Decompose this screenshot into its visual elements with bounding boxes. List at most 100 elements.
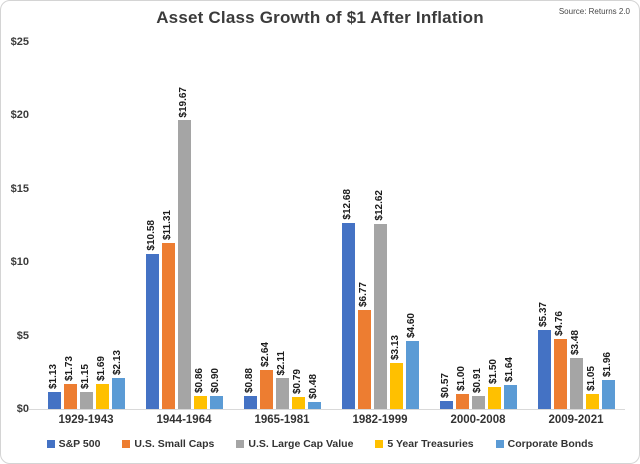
- bar-value-label: $19.67: [178, 86, 189, 118]
- bar: [585, 393, 599, 409]
- y-tick-label: $25: [10, 36, 29, 48]
- bar: [455, 394, 469, 409]
- bar-value-label: $3.13: [390, 335, 401, 361]
- bar: [79, 392, 93, 409]
- legend-marker-icon: [375, 440, 384, 448]
- bar-value-label: $0.48: [308, 373, 319, 399]
- bar-slot: $5.37: [537, 302, 551, 409]
- plot-area: $1.13 $1.73 $1.15 $1.69 $2.13 $10.58 $11.31 $19…: [37, 42, 625, 409]
- bar: [275, 378, 289, 409]
- source-label: Source: Returns 2.0: [558, 7, 630, 16]
- bar-slot: $1.05: [585, 365, 599, 409]
- y-tick-label: $15: [10, 182, 29, 195]
- bar-slot: $0.86: [193, 368, 207, 409]
- y-tick-label: $0: [16, 403, 29, 415]
- bar: [209, 395, 223, 409]
- category-label: 1982-1999: [352, 414, 408, 426]
- bar-value-label: $1.73: [64, 355, 75, 381]
- bar: [259, 370, 273, 409]
- y-tick-label: $10: [10, 256, 29, 269]
- bar-slot: $12.68: [341, 189, 355, 409]
- bar: [487, 386, 501, 409]
- bar-slot: $3.48: [569, 330, 583, 409]
- bar: [537, 330, 551, 409]
- bar: [307, 401, 321, 409]
- bar-slot: $19.67: [177, 86, 191, 409]
- bar-value-label: $12.62: [374, 190, 385, 221]
- legend-item: S&P 500: [46, 438, 101, 450]
- bar: [357, 309, 371, 409]
- bar-value-label: $11.31: [162, 209, 173, 240]
- bar-slot: $4.60: [405, 313, 419, 409]
- bar-slot: $1.00: [455, 366, 469, 409]
- bar-slot: $2.64: [259, 342, 273, 409]
- bar: [405, 341, 419, 409]
- legend-item: U.S. Large Cap Value: [236, 438, 353, 450]
- bar-value-label: $5.37: [538, 302, 549, 328]
- legend-label: U.S. Small Caps: [134, 438, 215, 450]
- bar-value-label: $1.96: [602, 352, 613, 378]
- bar-slot: $0.88: [243, 368, 257, 409]
- legend-label: S&P 500: [58, 438, 101, 450]
- bar-slot: $0.91: [471, 367, 485, 409]
- bar-value-label: $2.13: [112, 349, 123, 375]
- bar: [291, 397, 305, 409]
- bar-slot: $0.79: [291, 369, 305, 409]
- x-axis: 1929-1943 1944-1964 1965-1981 1982-1999 2000…: [37, 414, 625, 426]
- legend-marker-icon: [46, 440, 55, 448]
- bar-value-label: $12.68: [342, 189, 353, 220]
- legend-label: U.S. Large Cap Value: [248, 438, 354, 450]
- bar-value-label: $4.60: [406, 313, 417, 339]
- bar: [471, 395, 485, 409]
- x-axis-line: [29, 409, 625, 410]
- legend-label: Corporate Bonds: [507, 438, 594, 450]
- bar-slot: $1.73: [63, 355, 77, 409]
- bar-slot: $10.58: [145, 220, 159, 409]
- bar-group: $12.68 $6.77 $12.62 $3.13 $4.60: [331, 42, 429, 409]
- legend-item: 5 Year Treasuries: [375, 438, 474, 450]
- bar-value-label: $10.58: [146, 220, 157, 251]
- bar: [243, 396, 257, 409]
- bar-slot: $1.69: [95, 356, 109, 409]
- category-label: 2009-2021: [548, 414, 604, 426]
- y-axis: $25 $20 $15 $10 $5 $0: [1, 37, 32, 415]
- bar-slot: $6.77: [357, 282, 371, 409]
- legend-marker-icon: [495, 440, 504, 448]
- bar-slot: $2.13: [111, 349, 125, 409]
- bar: [389, 363, 403, 409]
- bar: [193, 396, 207, 409]
- bar-group: $10.58 $11.31 $19.67 $0.86 $0.90: [135, 42, 233, 409]
- bar-slot: $1.96: [601, 352, 615, 409]
- bar-group: $5.37 $4.76 $3.48 $1.05 $1.96: [527, 42, 625, 409]
- bar: [553, 339, 567, 409]
- chart-title: Asset Class Growth of $1 After Inflation: [156, 8, 484, 27]
- legend-item: U.S. Small Caps: [122, 438, 214, 450]
- bar: [503, 384, 517, 409]
- category-label: 1929-1943: [58, 414, 114, 426]
- bar-value-label: $1.05: [586, 365, 597, 391]
- bar: [161, 242, 175, 409]
- bar: [373, 223, 387, 409]
- category-label: 1965-1981: [254, 414, 310, 426]
- bar: [341, 222, 355, 409]
- bar-slot: $12.62: [373, 190, 387, 409]
- bar-slot: $1.50: [487, 359, 501, 409]
- bar: [177, 120, 191, 409]
- bar-value-label: $0.88: [244, 368, 255, 394]
- bar-value-label: $1.13: [48, 364, 59, 390]
- bar-value-label: $0.86: [194, 368, 205, 394]
- bar-value-label: $0.79: [292, 369, 303, 395]
- bar-slot: $1.13: [47, 364, 61, 409]
- y-tick-label: $20: [10, 109, 29, 122]
- bar-group: $0.57 $1.00 $0.91 $1.50 $1.64: [429, 42, 527, 409]
- bar: [95, 384, 109, 409]
- bar-group: $1.13 $1.73 $1.15 $1.69 $2.13: [37, 42, 135, 409]
- bar: [569, 357, 583, 409]
- bar-value-label: $0.91: [472, 367, 483, 393]
- bar-slot: $1.15: [79, 364, 93, 409]
- bar-value-label: $1.00: [456, 366, 467, 392]
- bar: [145, 253, 159, 409]
- bar-value-label: $0.90: [210, 367, 221, 393]
- bar: [601, 380, 615, 409]
